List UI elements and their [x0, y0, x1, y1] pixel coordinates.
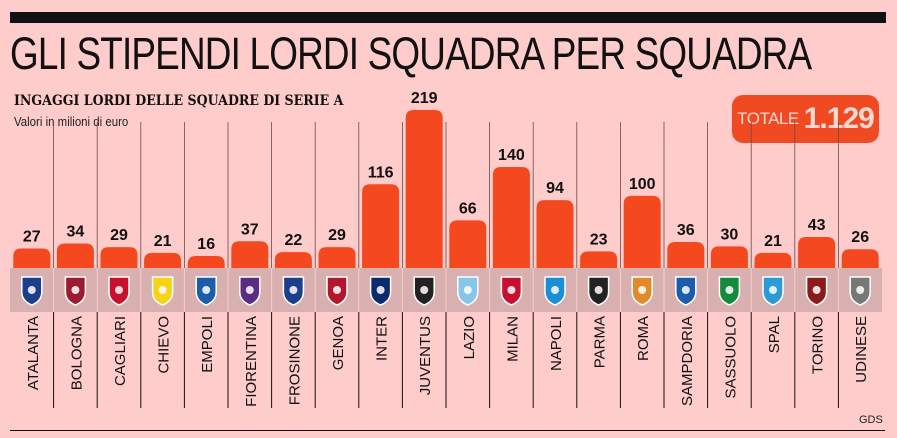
sassuolo-crest-icon [718, 276, 741, 306]
inter-crest-icon [369, 276, 392, 306]
bar-frosinone [274, 252, 312, 268]
bologna-crest-icon [64, 276, 87, 306]
lazio-crest-icon [457, 276, 479, 306]
category-label: ATALANTA [25, 316, 42, 390]
value-label: 219 [411, 90, 438, 107]
value-label: 36 [677, 222, 695, 239]
category-label: CHIEVO [156, 316, 173, 374]
udinese-crest-icon [849, 276, 871, 306]
value-label: 34 [67, 223, 85, 240]
napoli-crest-icon [544, 276, 566, 306]
bar-udinese [841, 249, 879, 268]
value-label: 22 [285, 232, 303, 249]
category-label: EMPOLI [199, 316, 216, 373]
value-label: 30 [721, 226, 739, 243]
bar-empoli [187, 256, 225, 268]
value-label: 27 [23, 229, 41, 246]
value-label: 140 [498, 147, 525, 164]
empoli-crest-icon [195, 276, 217, 306]
value-label: 16 [197, 236, 215, 253]
value-label: 29 [110, 227, 128, 244]
category-label: SPAL [766, 316, 783, 353]
bar-juventus [405, 110, 443, 268]
bar-napoli [536, 200, 574, 268]
spal-crest-icon [762, 276, 784, 306]
value-label: 66 [459, 200, 477, 217]
category-label: UDINESE [853, 316, 870, 383]
roma-crest-icon [631, 276, 653, 306]
value-label: 21 [764, 233, 782, 250]
bottom-rule [10, 430, 885, 431]
bar-spal [754, 252, 792, 268]
parma-crest-icon [587, 276, 610, 306]
category-label: PARMA [592, 316, 609, 368]
chart-subtitle: INGAGGI LORDI DELLE SQUADRE DI SERIE A [14, 93, 344, 109]
value-label: 43 [808, 217, 826, 234]
category-label: TORINO [810, 316, 827, 374]
bar-inter [362, 184, 400, 268]
bar-milan [492, 166, 530, 268]
category-label: CAGLIARI [112, 316, 129, 386]
bar-cagliari [100, 247, 138, 268]
bar-bologna [56, 243, 94, 268]
bar-lazio [449, 220, 487, 268]
category-label: SASSUOLO [722, 316, 739, 399]
category-label: INTER [374, 316, 391, 361]
torino-crest-icon [805, 276, 828, 306]
atalanta-crest-icon [21, 276, 43, 306]
category-label: JUVENTUS [417, 316, 434, 395]
bar-genoa [318, 247, 356, 268]
page-title: GLI STIPENDI LORDI SQUADRA PER SQUADRA [10, 28, 812, 79]
top-rule [10, 12, 886, 23]
category-label: GENOA [330, 316, 347, 370]
category-label: SAMPDORIA [679, 316, 696, 406]
fiorentina-crest-icon [239, 276, 261, 306]
category-label: ROMA [635, 316, 652, 361]
bar-sassuolo [710, 246, 748, 268]
frosinone-crest-icon [282, 276, 305, 306]
bar-roma [623, 195, 661, 268]
category-label: MILAN [504, 316, 521, 362]
category-label: NAPOLI [548, 316, 565, 371]
category-label: LAZIO [461, 316, 478, 359]
milan-crest-icon [500, 276, 523, 306]
value-label: 21 [154, 233, 172, 250]
value-label: 94 [546, 180, 564, 197]
bar-chievo [144, 252, 182, 268]
bar-torino [798, 236, 836, 268]
unit-note: Valori in milioni di euro [14, 114, 129, 129]
cagliari-crest-icon [108, 276, 130, 306]
category-label: BOLOGNA [68, 316, 85, 390]
bar-fiorentina [231, 241, 269, 268]
sampdoria-crest-icon [675, 276, 697, 306]
value-label: 37 [241, 221, 259, 238]
bar-parma [580, 251, 618, 268]
value-label: 23 [590, 231, 608, 248]
chievo-crest-icon [151, 276, 174, 306]
total-value: 1.129 [803, 102, 875, 135]
value-label: 116 [368, 164, 394, 181]
value-label: 26 [851, 229, 869, 246]
total-label: TOTALE [737, 109, 799, 128]
source-credit: GDS [859, 414, 883, 426]
bar-atalanta [13, 248, 51, 268]
juventus-crest-icon [413, 276, 435, 306]
category-label: FROSINONE [286, 316, 303, 405]
category-label: FIORENTINA [243, 316, 260, 407]
total-badge: TOTALE 1.129 [732, 95, 879, 143]
value-label: 29 [328, 227, 346, 244]
value-label: 100 [629, 176, 656, 193]
genoa-crest-icon [326, 276, 348, 306]
bar-sampdoria [667, 242, 705, 268]
